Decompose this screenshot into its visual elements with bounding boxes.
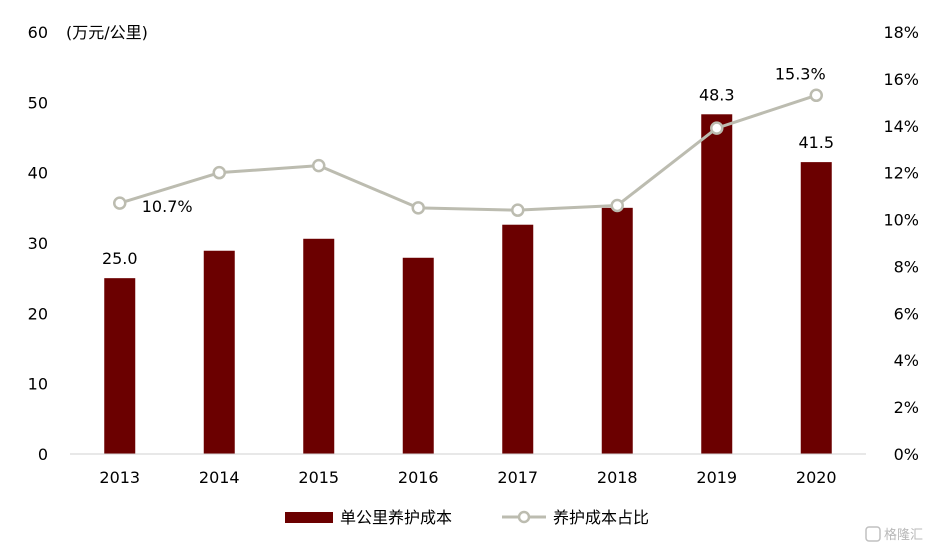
watermark-logo: 格隆汇: [865, 526, 923, 543]
x-tick-label: 2018: [597, 468, 638, 487]
line-point: [809, 88, 823, 103]
x-tick-label: 2016: [398, 468, 439, 487]
line-point: [212, 165, 226, 180]
left-tick-label: 0: [38, 445, 48, 464]
line-point: [511, 203, 525, 217]
x-axis-ticks: 2013 2014 2015 2016 2017 2018 2019 2020: [99, 468, 836, 487]
line-point: [113, 196, 127, 210]
line-path: [119, 93, 817, 212]
bar-value-label: 41.5: [798, 133, 834, 152]
left-tick-label: 40: [28, 164, 48, 183]
x-tick-label: 2017: [497, 468, 538, 487]
line-point: [610, 198, 624, 213]
legend: 单公里养护成本 养护成本占比: [285, 508, 649, 527]
right-tick-label: 16%: [883, 70, 919, 89]
line-value-label: 10.7%: [142, 197, 193, 216]
right-tick-label: 12%: [883, 164, 919, 183]
left-axis-ticks: 0 10 20 30 40 50 60: [28, 23, 48, 464]
right-tick-label: 6%: [894, 304, 919, 323]
right-tick-label: 2%: [894, 398, 919, 417]
line-value-label: 15.3%: [775, 64, 826, 83]
right-tick-label: 14%: [883, 117, 919, 136]
x-tick-label: 2020: [796, 468, 837, 487]
right-tick-label: 0%: [894, 445, 919, 464]
right-tick-label: 10%: [883, 211, 919, 230]
right-tick-label: 8%: [894, 257, 919, 276]
left-tick-label: 20: [28, 304, 48, 323]
right-axis-ticks: 0% 2% 4% 6% 8% 10% 12% 14% 16% 18%: [883, 23, 919, 464]
bar-value-label: 48.3: [699, 85, 735, 104]
bar: [402, 257, 434, 454]
bar-value-label: 25.0: [102, 249, 138, 268]
bar: [502, 224, 534, 454]
line-point: [710, 121, 724, 135]
bar: [104, 278, 136, 454]
right-tick-label: 4%: [894, 351, 919, 370]
x-tick-label: 2019: [696, 468, 737, 487]
bar: [203, 250, 235, 454]
watermark-text: 格隆汇: [884, 527, 923, 543]
line-point: [411, 201, 425, 215]
left-tick-label: 10: [28, 375, 48, 394]
bar-series: [104, 114, 832, 454]
left-tick-label: 60: [28, 23, 48, 42]
legend-label-line: 养护成本占比: [553, 508, 649, 527]
line-series: [113, 88, 823, 217]
x-tick-label: 2013: [99, 468, 140, 487]
line-point: [312, 158, 326, 173]
legend-label-bar: 单公里养护成本: [340, 508, 452, 527]
legend-swatch-marker: [517, 510, 531, 524]
legend-swatch-bar: [285, 512, 333, 523]
x-tick-label: 2014: [199, 468, 240, 487]
left-tick-label: 50: [28, 93, 48, 112]
left-axis-unit-label: (万元/公里): [66, 23, 148, 42]
watermark-icon: [865, 526, 881, 542]
bar: [701, 114, 733, 454]
bar: [800, 162, 832, 454]
right-tick-label: 18%: [883, 23, 919, 42]
x-tick-label: 2015: [298, 468, 339, 487]
left-tick-label: 30: [28, 234, 48, 253]
data-labels: 25.0 48.3 41.5 10.7% 15.3%: [102, 64, 834, 268]
bar: [601, 207, 633, 454]
bar: [303, 238, 335, 454]
